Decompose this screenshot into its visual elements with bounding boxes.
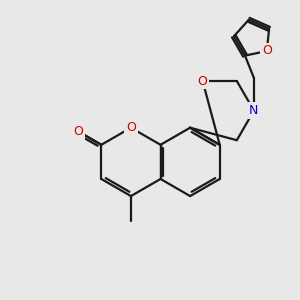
Text: O: O <box>126 121 136 134</box>
Text: O: O <box>262 44 272 58</box>
Text: N: N <box>249 104 259 117</box>
Text: O: O <box>73 125 83 138</box>
Text: O: O <box>198 74 208 88</box>
